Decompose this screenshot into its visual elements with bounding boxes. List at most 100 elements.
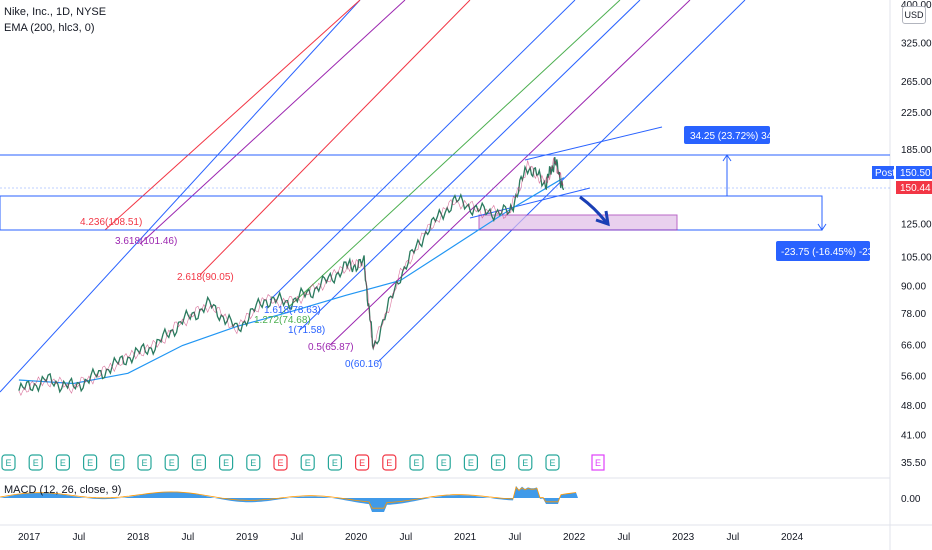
svg-text:E: E (550, 458, 556, 468)
measure-arrows (579, 154, 827, 231)
svg-text:150.44: 150.44 (900, 183, 931, 194)
time-tick: 2019 (236, 532, 259, 543)
fib-labels: 4.236(108.51) 3.618(101.46) 2.618(90.05)… (80, 217, 382, 370)
price-line (18, 157, 564, 394)
chart-title: Nike, Inc., 1D, NYSE (4, 6, 107, 18)
time-tick: Jul (291, 532, 304, 543)
svg-text:E: E (142, 458, 148, 468)
svg-text:E: E (441, 458, 447, 468)
price-tick: 66.00 (901, 341, 926, 352)
earnings-marker[interactable]: E (518, 454, 533, 471)
earnings-marker[interactable]: E (273, 454, 288, 471)
fib-label-1618: 1.618(78.63) (264, 305, 321, 316)
fib-label-05: 0.5(65.87) (308, 342, 354, 353)
currency-label[interactable]: USD (902, 6, 926, 24)
fib-label-4236: 4.236(108.51) (80, 217, 142, 228)
earnings-marker[interactable]: E (164, 454, 179, 471)
svg-text:E: E (278, 458, 284, 468)
earnings-marker[interactable]: E (110, 454, 125, 471)
fan-line (139, 0, 406, 245)
price-tick: 125.00 (901, 219, 932, 230)
price-tick: 78.00 (901, 309, 926, 320)
earnings-marker[interactable]: E (463, 454, 478, 471)
earnings-marker[interactable]: E (300, 454, 315, 471)
earnings-marker[interactable]: E (246, 454, 261, 471)
earnings-marker[interactable]: E (1, 454, 16, 471)
earnings-marker-upcoming[interactable]: E (591, 454, 605, 471)
price-tick: 90.00 (901, 282, 926, 293)
svg-text:E: E (414, 458, 420, 468)
price-axis[interactable]: 400.00 325.00 265.00 225.00 185.00 125.00 105.… (901, 0, 932, 469)
ema-line (18, 177, 565, 385)
svg-text:E: E (468, 458, 474, 468)
fib-label-1272: 1.272(74.68) (254, 315, 311, 326)
svg-text:E: E (87, 458, 93, 468)
earnings-marker[interactable]: E (219, 454, 234, 471)
svg-text:E: E (359, 458, 365, 468)
earnings-marker[interactable]: E (409, 454, 424, 471)
svg-text:E: E (196, 458, 202, 468)
price-tick: 225.00 (901, 108, 932, 119)
earnings-marker[interactable]: E (382, 454, 397, 471)
svg-text:-23.75 (-16.45%) -2375: -23.75 (-16.45%) -2375 (781, 247, 885, 258)
svg-text:E: E (33, 458, 39, 468)
fib-label-3618: 3.618(101.46) (115, 236, 177, 247)
time-tick: Jul (509, 532, 522, 543)
fib-label-2618: 2.618(90.05) (177, 272, 234, 283)
earnings-marker[interactable]: E (436, 454, 451, 471)
earnings-marker[interactable]: E (355, 454, 370, 471)
earnings-marker[interactable]: E (491, 454, 506, 471)
fib-label-1: 1(71.58) (288, 325, 325, 336)
svg-text:Post: Post (875, 168, 895, 179)
time-tick: 2022 (563, 532, 586, 543)
svg-text:E: E (305, 458, 311, 468)
price-tick: 56.00 (901, 372, 926, 383)
time-tick: Jul (727, 532, 740, 543)
svg-text:E: E (6, 458, 12, 468)
fan-line (279, 0, 621, 316)
fan-line (199, 0, 471, 276)
fan-line (329, 0, 691, 346)
last-price-badge: 150.44 (896, 181, 932, 194)
macd-line (0, 486, 577, 509)
svg-text:E: E (595, 458, 601, 468)
earnings-marker[interactable]: E (327, 454, 342, 471)
time-tick: Jul (73, 532, 86, 543)
measure-down-badge: -23.75 (-16.45%) -2375 (776, 241, 885, 261)
earnings-marker[interactable]: E (55, 454, 71, 471)
earnings-marker[interactable]: E (191, 454, 206, 471)
price-tick: 41.00 (901, 431, 926, 442)
price-line-detail (18, 157, 564, 397)
svg-text:E: E (495, 458, 501, 468)
earnings-marker[interactable]: E (28, 454, 43, 471)
price-tick: 185.00 (901, 145, 932, 156)
macd-legend: MACD (12, 26, close, 9) (4, 484, 122, 496)
svg-text:E: E (169, 458, 175, 468)
macd-panel (0, 485, 578, 512)
macd-zero-tick: 0.00 (901, 494, 921, 505)
fan-line (104, 0, 361, 231)
earnings-marker[interactable]: E (82, 454, 98, 471)
svg-text:E: E (223, 458, 229, 468)
price-tick: 265.00 (901, 77, 932, 88)
svg-text:E: E (386, 458, 392, 468)
svg-text:E: E (114, 458, 120, 468)
earnings-marker[interactable]: E (137, 454, 152, 471)
svg-text:150.50: 150.50 (900, 168, 931, 179)
time-tick: Jul (618, 532, 631, 543)
time-axis[interactable]: 2017 Jul 2018 Jul 2019 Jul 2020 Jul 2021 Jul 2022 J… (18, 532, 804, 543)
range-boxes (0, 154, 890, 231)
time-tick: Jul (182, 532, 195, 543)
fan-line (269, 0, 576, 301)
svg-text:34.25 (23.72%) 3425: 34.25 (23.72%) 3425 (690, 131, 784, 142)
price-tick: 105.00 (901, 253, 932, 264)
earnings-marker[interactable]: E (545, 454, 560, 471)
time-tick: 2021 (454, 532, 477, 543)
ema-legend: EMA (200, hlc3, 0) (4, 22, 95, 34)
time-tick: 2017 (18, 532, 41, 543)
price-tick: 400.00 (901, 0, 932, 11)
svg-text:E: E (522, 458, 528, 468)
time-tick: 2020 (345, 532, 368, 543)
